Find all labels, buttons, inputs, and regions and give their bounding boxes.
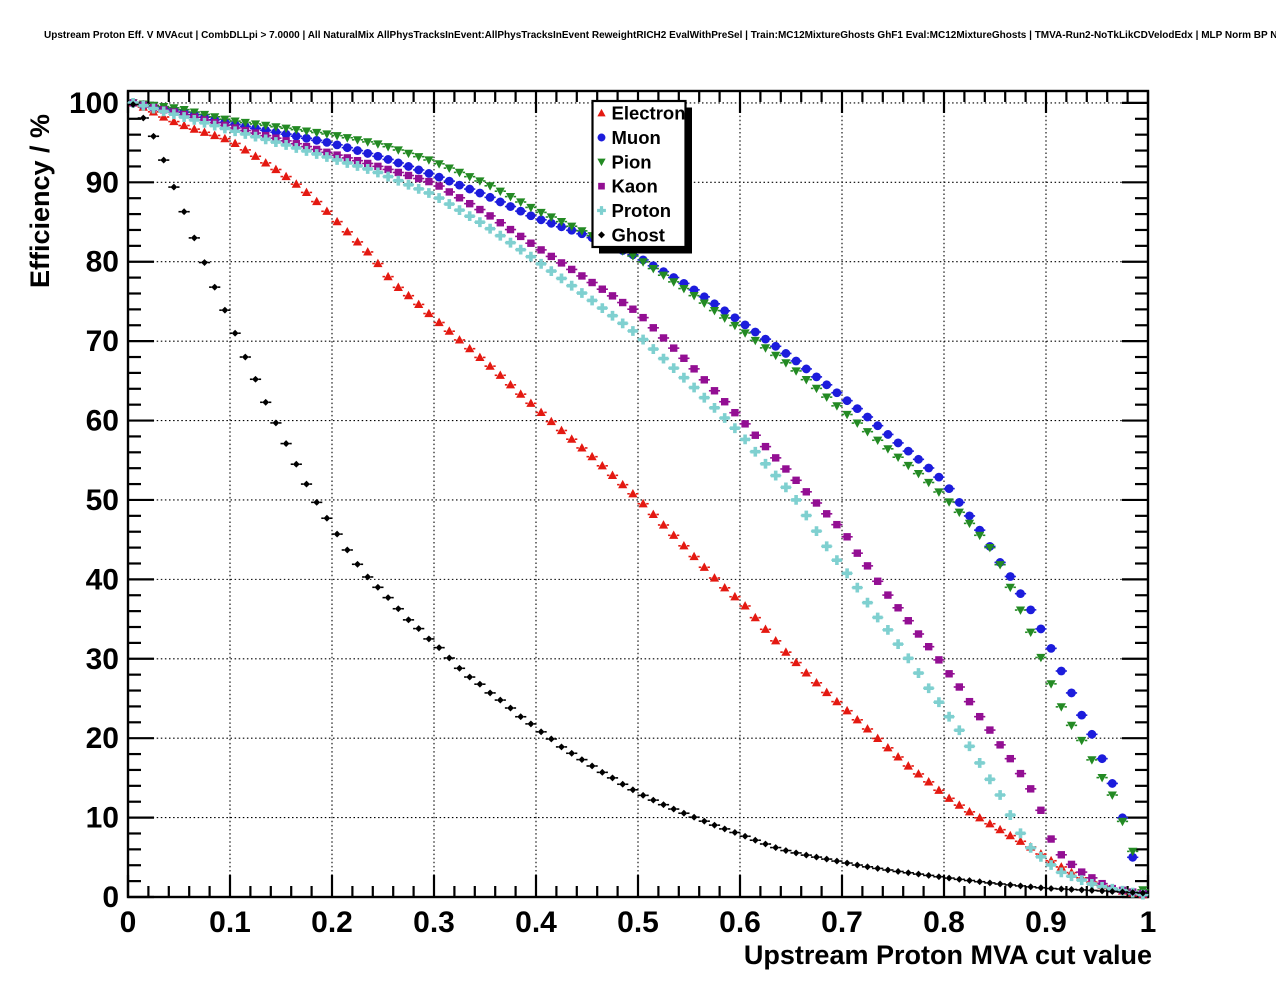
svg-text:60: 60 bbox=[86, 405, 119, 438]
svg-text:30: 30 bbox=[86, 643, 119, 676]
svg-text:0.1: 0.1 bbox=[209, 906, 251, 939]
legend-label: Proton bbox=[612, 200, 672, 221]
legend-box bbox=[591, 99, 687, 249]
svg-text:0.4: 0.4 bbox=[515, 906, 557, 939]
legend-label: Kaon bbox=[612, 176, 658, 197]
legend-label: Electron bbox=[612, 103, 686, 124]
legend: Electron Muon Pion Kaon Proton Ghost bbox=[591, 99, 692, 254]
legend-item-proton: Proton bbox=[597, 200, 671, 221]
x-axis-title: Upstream Proton MVA cut value bbox=[743, 940, 1152, 970]
svg-text:0.6: 0.6 bbox=[719, 906, 761, 939]
legend-item-ghost: Ghost bbox=[597, 224, 665, 245]
svg-text:100: 100 bbox=[69, 87, 119, 120]
svg-text:40: 40 bbox=[86, 563, 119, 596]
legend-item-electron: Electron bbox=[597, 103, 686, 124]
x-tick-labels: 0 0.1 0.2 0.3 0.4 0.5 0.6 0.7 0.8 0.9 1 bbox=[120, 906, 1157, 939]
series-pion bbox=[127, 99, 1149, 895]
y-tick-labels: 0 10 20 30 40 50 60 70 80 90 100 bbox=[69, 87, 119, 914]
legend-label: Muon bbox=[612, 127, 661, 148]
legend-label: Pion bbox=[612, 151, 652, 172]
legend-label: Ghost bbox=[612, 224, 665, 245]
svg-text:20: 20 bbox=[86, 722, 119, 755]
svg-text:0.5: 0.5 bbox=[617, 906, 659, 939]
svg-text:0.2: 0.2 bbox=[311, 906, 353, 939]
series-proton bbox=[127, 98, 1149, 900]
svg-text:70: 70 bbox=[86, 325, 119, 358]
svg-text:0.7: 0.7 bbox=[821, 906, 863, 939]
plot-title: Upstream Proton Eff. V MVAcut | CombDLLp… bbox=[44, 30, 1276, 41]
svg-text:0.9: 0.9 bbox=[1025, 906, 1067, 939]
legend-item-muon: Muon bbox=[597, 127, 661, 148]
svg-text:50: 50 bbox=[86, 484, 119, 517]
legend-item-pion: Pion bbox=[597, 151, 652, 172]
svg-text:0.8: 0.8 bbox=[923, 906, 965, 939]
legend-item-kaon: Kaon bbox=[598, 176, 658, 197]
svg-text:0: 0 bbox=[102, 881, 119, 914]
svg-text:80: 80 bbox=[86, 246, 119, 279]
svg-text:10: 10 bbox=[86, 802, 119, 835]
svg-text:1: 1 bbox=[1140, 906, 1157, 939]
svg-text:90: 90 bbox=[86, 166, 119, 199]
svg-text:0.3: 0.3 bbox=[413, 906, 455, 939]
series-ghost bbox=[127, 101, 1149, 897]
gridlines bbox=[128, 91, 1148, 897]
svg-text:0: 0 bbox=[120, 906, 137, 939]
